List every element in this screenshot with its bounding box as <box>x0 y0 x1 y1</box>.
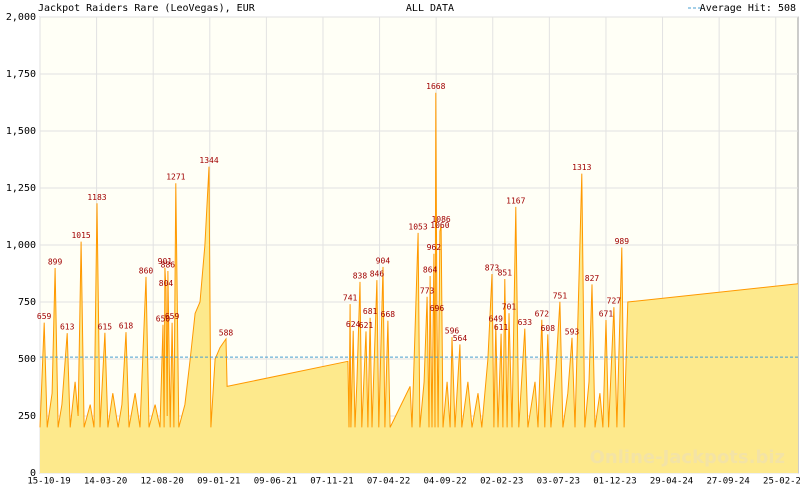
value-label: 649 <box>489 315 504 324</box>
x-tick-label: 15-10-19 <box>27 477 70 487</box>
value-label: 962 <box>427 243 442 252</box>
area <box>40 92 798 473</box>
x-tick-label: 29-04-24 <box>650 477 693 487</box>
x-tick-label: 07-11-21 <box>310 477 353 487</box>
x-tick-label: 03-07-23 <box>537 477 580 487</box>
value-label: 701 <box>502 303 517 312</box>
value-label: 608 <box>541 324 556 333</box>
value-label: 593 <box>565 327 580 336</box>
value-label: 846 <box>370 270 385 279</box>
value-label: 650 <box>156 314 171 323</box>
value-label: 659 <box>165 312 180 321</box>
value-label: 668 <box>381 310 396 319</box>
value-label: 851 <box>498 268 513 277</box>
value-label: 886 <box>161 260 176 269</box>
value-label: 613 <box>60 323 75 332</box>
value-label: 611 <box>494 323 509 332</box>
value-label: 1344 <box>199 156 218 165</box>
value-label: 1015 <box>71 231 90 240</box>
value-label: 672 <box>535 309 550 318</box>
value-label: 618 <box>119 322 134 331</box>
value-label: 1060 <box>430 221 449 230</box>
y-tick-label: 1,500 <box>6 126 36 137</box>
x-tick-label: 14-03-20 <box>84 477 127 487</box>
line <box>39 92 799 428</box>
value-label: 621 <box>359 321 374 330</box>
value-label: 624 <box>346 320 361 329</box>
value-label: 633 <box>518 318 533 327</box>
value-label: 873 <box>485 263 500 272</box>
value-label: 1167 <box>506 196 525 205</box>
value-label: 615 <box>98 322 113 331</box>
y-tick-label: 1,000 <box>6 240 36 251</box>
value-label: 564 <box>453 334 468 343</box>
y-tick-label: 0 <box>30 468 36 479</box>
value-label: 864 <box>423 266 438 275</box>
value-label: 860 <box>139 266 154 275</box>
value-label: 1183 <box>87 193 106 202</box>
value-label: 588 <box>219 328 234 337</box>
y-tick-label: 250 <box>18 411 36 422</box>
value-label: 681 <box>363 307 378 316</box>
x-tick-label: 25-02-25 <box>763 477 800 487</box>
value-label: 1053 <box>408 222 427 231</box>
value-label: 1271 <box>166 173 185 182</box>
y-tick-label: 2,000 <box>6 12 36 23</box>
value-label: 899 <box>48 258 63 267</box>
y-tick-label: 500 <box>18 354 36 365</box>
y-tick-label: 1,250 <box>6 183 36 194</box>
x-tick-label: 04-09-22 <box>423 477 466 487</box>
y-tick-label: 1,750 <box>6 69 36 80</box>
value-label: 838 <box>353 271 368 280</box>
value-label: 659 <box>37 312 52 321</box>
value-label: 741 <box>343 294 358 303</box>
x-tick-label: 09-01-21 <box>197 477 240 487</box>
x-tick-label: 09-06-21 <box>254 477 297 487</box>
x-tick-label: 27-09-24 <box>706 477 749 487</box>
value-label: 1313 <box>572 163 591 172</box>
legend-label: Average Hit: 508 <box>700 3 796 14</box>
value-label: 989 <box>615 237 630 246</box>
x-tick-label: 07-04-22 <box>367 477 410 487</box>
x-tick-label: 02-02-23 <box>480 477 523 487</box>
value-label: 1668 <box>426 82 445 91</box>
value-label: 904 <box>376 256 391 265</box>
value-label: 596 <box>445 327 460 336</box>
y-tick-label: 750 <box>18 297 36 308</box>
chart-title: Jackpot Raiders Rare (LeoVegas), EUR <box>38 3 256 14</box>
x-tick-label: 01-12-23 <box>593 477 636 487</box>
value-label: 827 <box>585 274 600 283</box>
chart-subtitle: ALL DATA <box>406 3 454 14</box>
value-label: 696 <box>430 304 445 313</box>
value-label: 1086 <box>431 215 450 224</box>
value-label: 751 <box>553 291 568 300</box>
value-label: 804 <box>159 279 174 288</box>
x-tick-label: 12-08-20 <box>141 477 184 487</box>
value-label: 727 <box>607 297 622 306</box>
value-label: 671 <box>599 310 614 319</box>
watermark: Online-Jackpots.biz <box>590 447 785 468</box>
value-label: 773 <box>420 286 435 295</box>
value-label: 901 <box>158 257 173 266</box>
